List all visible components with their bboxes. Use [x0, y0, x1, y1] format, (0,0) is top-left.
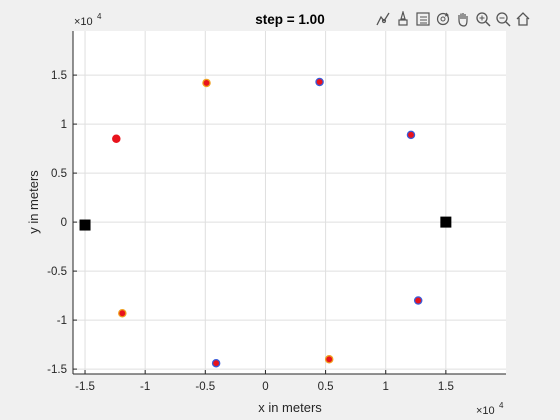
y-tick-label: -1	[57, 315, 67, 327]
home-icon[interactable]	[514, 9, 531, 29]
data-points	[79, 77, 452, 368]
axes	[72, 31, 506, 375]
x-tick-label: -1.5	[75, 381, 95, 393]
svg-text:×10: ×10	[74, 16, 93, 28]
rotate-icon[interactable]	[434, 9, 451, 29]
brush-icon[interactable]	[394, 9, 411, 29]
zoom-out-icon[interactable]	[494, 9, 511, 29]
square-marker[interactable]	[440, 216, 452, 228]
data-point[interactable]	[413, 296, 423, 305]
y-exponent-label: ×10 4	[74, 12, 102, 28]
svg-text:4: 4	[499, 401, 504, 410]
y-axis-label: y in meters	[26, 170, 41, 234]
square-marker[interactable]	[79, 219, 91, 231]
tick-labels: -1.5 -1 -0.5 0 0.5 1 1.5 -1.5 -1 -0.5 0 0.5 1 1.5	[47, 70, 454, 393]
zoom-in-icon[interactable]	[474, 9, 491, 29]
x-tick-label: -0.5	[195, 381, 215, 393]
data-tips-icon[interactable]	[374, 9, 391, 29]
data-point[interactable]	[202, 78, 211, 88]
pan-hand-icon[interactable]	[454, 9, 471, 29]
x-axis-label: x in meters	[258, 400, 322, 415]
data-point[interactable]	[118, 308, 127, 318]
plot-area[interactable]	[73, 31, 506, 374]
svg-text:4: 4	[97, 12, 102, 21]
x-tick-label: 0.5	[318, 381, 334, 393]
data-point[interactable]	[324, 355, 334, 364]
data-point[interactable]	[406, 130, 416, 140]
legend-icon[interactable]	[414, 9, 431, 29]
y-tick-label: 1	[61, 119, 67, 131]
grid-lines	[73, 31, 506, 374]
axes-toolbar	[374, 8, 531, 30]
data-point[interactable]	[211, 358, 221, 368]
x-tick-label: -1	[140, 381, 150, 393]
x-tick-label: 1	[383, 381, 389, 393]
y-tick-label: 1.5	[51, 70, 67, 82]
x-tick-label: 0	[262, 381, 268, 393]
svg-text:×10: ×10	[476, 405, 495, 417]
x-exponent-label: ×10 4	[476, 401, 504, 417]
y-tick-label: -0.5	[47, 266, 67, 278]
data-point[interactable]	[112, 134, 121, 144]
x-tick-label: 1.5	[438, 381, 454, 393]
data-point[interactable]	[315, 77, 324, 87]
chart-title: step = 1.00	[255, 12, 324, 27]
y-tick-label: -1.5	[47, 364, 67, 376]
y-tick-label: 0.5	[51, 168, 67, 180]
y-tick-label: 0	[61, 217, 67, 229]
